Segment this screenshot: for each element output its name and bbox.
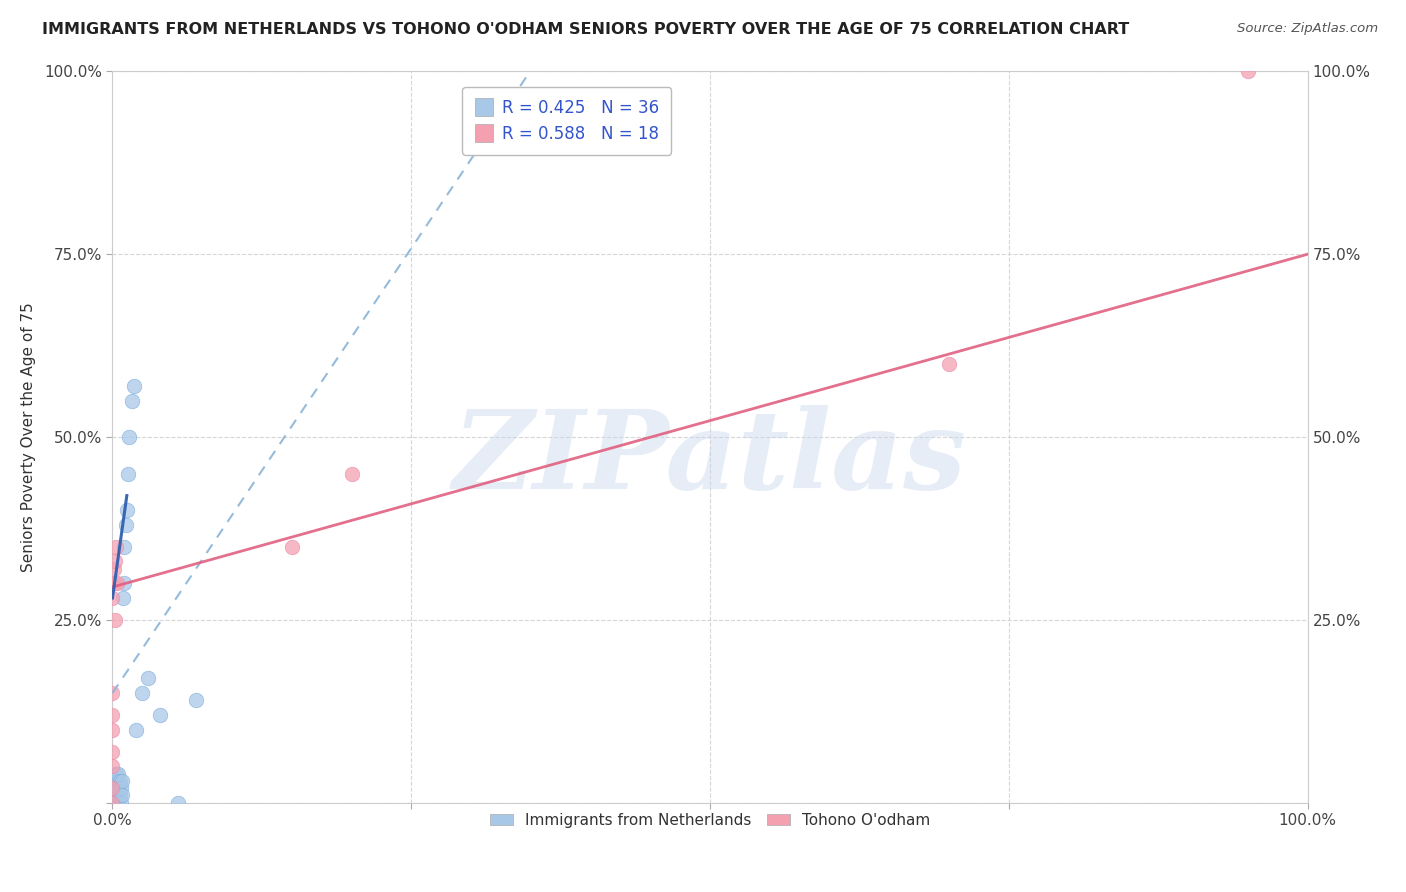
Point: [105, 789, 128, 803]
Point: [149, 708, 172, 723]
Point: [131, 686, 153, 700]
Point: [121, 393, 143, 408]
Point: [105, 540, 128, 554]
Legend: Immigrants from Netherlands, Tohono O'odham: Immigrants from Netherlands, Tohono O'od…: [482, 805, 938, 836]
Point: [340, 467, 363, 481]
Point: [101, 708, 124, 723]
Point: [167, 796, 190, 810]
Point: [122, 379, 145, 393]
Point: [108, 789, 131, 803]
Point: [101, 745, 124, 759]
Point: [103, 796, 125, 810]
Point: [104, 773, 127, 788]
Point: [107, 781, 129, 796]
Point: [110, 796, 132, 810]
Point: [103, 781, 125, 796]
Point: [281, 540, 304, 554]
Point: [101, 686, 124, 700]
Point: [105, 773, 128, 788]
Point: [107, 796, 129, 810]
Point: [104, 554, 127, 568]
Point: [186, 693, 208, 707]
Point: [114, 517, 136, 532]
Point: [125, 723, 148, 737]
Point: [101, 591, 124, 605]
Point: [105, 576, 128, 591]
Point: [114, 540, 135, 554]
Point: [101, 796, 124, 810]
Point: [105, 796, 128, 810]
Point: [108, 773, 131, 788]
Point: [101, 723, 124, 737]
Point: [105, 781, 128, 796]
Point: [111, 773, 134, 788]
Point: [105, 796, 128, 810]
Point: [938, 357, 960, 371]
Text: Source: ZipAtlas.com: Source: ZipAtlas.com: [1237, 22, 1378, 36]
Point: [1237, 64, 1260, 78]
Point: [118, 430, 141, 444]
Point: [101, 759, 124, 773]
Point: [105, 766, 128, 780]
Text: IMMIGRANTS FROM NETHERLANDS VS TOHONO O'ODHAM SENIORS POVERTY OVER THE AGE OF 75: IMMIGRANTS FROM NETHERLANDS VS TOHONO O'…: [42, 22, 1129, 37]
Point: [111, 789, 134, 803]
Point: [138, 672, 160, 686]
Point: [103, 789, 125, 803]
Point: [103, 562, 125, 576]
Point: [103, 576, 125, 591]
Y-axis label: Seniors Poverty Over the Age of 75: Seniors Poverty Over the Age of 75: [21, 302, 35, 572]
Point: [104, 613, 127, 627]
Point: [112, 591, 135, 605]
Point: [114, 576, 135, 591]
Point: [101, 781, 124, 796]
Point: [107, 766, 129, 780]
Point: [117, 467, 139, 481]
Point: [104, 796, 127, 810]
Point: [110, 781, 132, 796]
Point: [115, 503, 138, 517]
Point: [104, 789, 127, 803]
Text: ZIPatlas: ZIPatlas: [453, 405, 967, 513]
